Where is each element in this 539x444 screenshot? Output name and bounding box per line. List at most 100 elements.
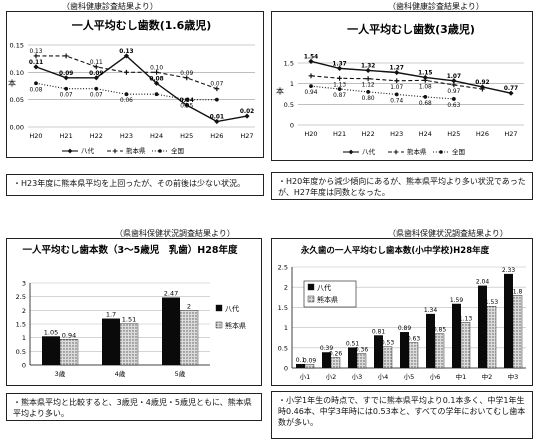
chart2-data-label-2: 0.68	[419, 101, 432, 107]
chart3-bar-1	[179, 310, 199, 366]
chart3-ytick: 2.5	[16, 293, 26, 301]
chart4-legend-label: 八代	[317, 283, 331, 292]
chart1-legend-label: 全国	[171, 146, 184, 155]
chart1-data-label-2: 0.05	[180, 104, 193, 110]
chart1-ytick: 0.10	[10, 69, 24, 77]
chart4-data-label-1: 1.13	[459, 315, 473, 322]
chart4-bar-1	[330, 357, 341, 369]
chart3-xtick: 3歳	[55, 369, 66, 378]
chart3-legend-label: 八代	[225, 304, 239, 313]
chart4-data-label-0: 0.81	[372, 328, 386, 335]
chart2-data-label-0: 1.32	[361, 63, 375, 69]
chart4-ytick: 0	[284, 365, 288, 373]
chart2-data-label-1: 1.13	[333, 82, 346, 88]
chart2-data-label-2: 0.87	[333, 93, 346, 99]
chart1-xtick: H25	[180, 132, 193, 140]
chart2-point-0	[336, 65, 343, 71]
chart1-data-label-2: 0.06	[120, 98, 133, 104]
chart2-point-2	[337, 87, 342, 91]
chart4-xtick: 中2	[482, 372, 493, 381]
chart4-xtick: 中3	[508, 372, 519, 381]
chart2-xtick: H24	[419, 130, 432, 138]
chart1-note: ・H23年度に熊本県平均を上回ったが、その前後は少ない状況。	[6, 174, 264, 196]
chart2-point-2	[394, 92, 399, 97]
chart2-title: 一人平均むし歯数(3歳児)	[347, 22, 475, 36]
chart4-xtick: 中1	[456, 372, 467, 381]
chart4-bar-0	[296, 363, 305, 368]
chart3-data-label-1: 0.94	[62, 331, 76, 339]
chart2-data-label-0: 1.27	[390, 66, 404, 72]
chart1-data-label-2: 0.07	[60, 93, 73, 99]
chart4-bar-0	[400, 332, 409, 368]
chart3-xtick: 4歳	[115, 369, 126, 378]
chart2-point-0	[394, 69, 400, 76]
chart2-data-label-0: 1.15	[418, 70, 432, 76]
chart4-data-label-0: 2.04	[476, 279, 490, 286]
chart1-legend-marker	[158, 149, 162, 153]
chart3-ytick: 1	[22, 334, 26, 342]
chart1-xtick: H20	[29, 132, 42, 140]
chart3-xtick: 5歳	[175, 369, 186, 378]
chart3-ytick: 2	[22, 307, 26, 315]
chart4-bar-0	[374, 335, 383, 368]
chart2-data-label-1: 1.08	[419, 84, 432, 90]
chart1-point-0	[214, 118, 220, 125]
chart2-legend-marker	[393, 149, 399, 155]
chart2-xtick: H22	[362, 130, 375, 138]
chart3-note: ・熊本県平均と比較すると、3歳児・4歳児・5歳児ともに、熊本県平均より多い。	[6, 393, 262, 421]
chart4-data-label-0: 1.59	[450, 297, 464, 304]
chart4-bar-0	[348, 347, 357, 368]
chart1-ytick: 0.00	[10, 124, 24, 132]
chart1-data-label-0: 0.08	[149, 76, 163, 82]
chart1-point-0	[93, 75, 99, 81]
chart1-point-2	[184, 97, 189, 102]
chart2-data-label-1: 0.97	[447, 89, 460, 95]
chart1-xtick: H27	[240, 132, 253, 140]
chart1-source: （歯科健康診査結果より）	[62, 2, 158, 11]
chart3-data-label-1: 2	[187, 302, 191, 310]
chart4-data-label-1: 0.36	[355, 346, 369, 353]
chart4-data-label-1: 1.53	[485, 299, 499, 306]
chart2-line-0	[310, 60, 512, 94]
chart2-legend-marker	[439, 150, 443, 154]
chart1-point-0	[33, 64, 39, 70]
chart2-legend-label: 熊本県	[407, 147, 427, 156]
chart2-data-label-0: 0.77	[504, 86, 518, 92]
chart1-legend-marker	[67, 148, 73, 154]
chart4-bar-1	[382, 346, 393, 369]
chart4-source: （県歯科保健状況調査結果より）	[388, 229, 508, 238]
chart3-bar-0	[162, 297, 180, 365]
chart4-xtick: 小6	[430, 372, 441, 381]
chart2-legend-marker	[348, 149, 354, 155]
chart2-data-label-0: 1.54	[304, 54, 318, 60]
chart1-data-label-0: 0.09	[59, 71, 73, 77]
chart2-point-1	[308, 73, 314, 79]
chart2-point-1	[337, 75, 342, 81]
chart4-xtick: 小2	[326, 372, 337, 381]
chart2-note: ・H20年度から減少傾向にあるが、熊本県平均より多い状況であったが、H27年度は…	[271, 172, 533, 200]
chart4-data-label-1: 0.63	[407, 336, 421, 343]
chart2-xtick: H25	[447, 130, 460, 138]
chart1-legend-marker	[112, 148, 118, 154]
chart4-title: 永久歯の一人平均むし歯本数(小中学校)H28年度	[300, 245, 490, 256]
chart1-point-1	[214, 86, 220, 92]
chart4-data-label-1: 0.26	[329, 350, 343, 357]
chart4-xtick: 小1	[300, 372, 311, 381]
chart4-data-label-0: 0.89	[398, 325, 412, 332]
chart1-point-0	[123, 53, 130, 59]
chart1-data-label-0: 0.11	[29, 60, 43, 66]
chart3-data-label-1: 1.51	[122, 316, 136, 324]
chart1-point-1	[124, 69, 129, 75]
chart4-bar-1	[356, 353, 367, 369]
chart2-xtick: H20	[304, 130, 317, 138]
chart2-legend-label: 八代	[362, 147, 376, 156]
chart1-xtick: H26	[210, 132, 223, 140]
chart3-data-label-0: 1.7	[106, 311, 116, 319]
chart2-data-label-2: 0.80	[362, 96, 375, 102]
chart2-xtick: H26	[476, 130, 489, 138]
chart1-legend-label: 八代	[81, 146, 95, 155]
chart2-ylabel: 本	[276, 86, 284, 96]
chart3-ytick: 0.5	[16, 348, 26, 356]
chart1-xtick: H24	[150, 132, 163, 140]
